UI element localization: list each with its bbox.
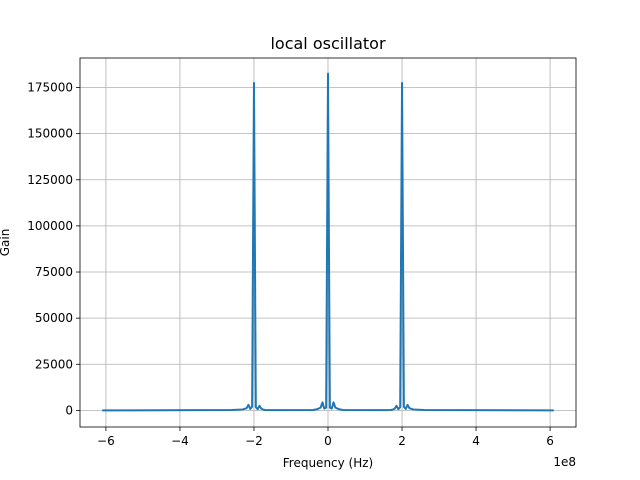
x-axis-offset-label: 1e8 — [553, 455, 576, 469]
x-tick-label: 0 — [324, 434, 332, 448]
y-tick-label: 25000 — [35, 357, 73, 371]
y-tick-label: 50000 — [35, 311, 73, 325]
x-tick-label: 6 — [546, 434, 554, 448]
x-tick-label: −6 — [97, 434, 115, 448]
y-tick-label: 75000 — [35, 265, 73, 279]
series-layer — [102, 72, 554, 412]
y-tick-label: 150000 — [27, 127, 73, 141]
y-axis-ticks: 0 25000 50000 75000 100000 125000 150000 175000 — [27, 81, 80, 417]
y-tick-label: 100000 — [27, 219, 73, 233]
x-tick-label: −4 — [171, 434, 189, 448]
series-line-0 — [102, 72, 554, 412]
y-axis-label: Gain — [0, 229, 12, 257]
y-tick-label: 125000 — [27, 173, 73, 187]
y-tick-label: 0 — [65, 403, 73, 417]
x-tick-label: 2 — [398, 434, 406, 448]
chart-title: local oscillator — [270, 34, 385, 53]
x-tick-label: 4 — [472, 434, 480, 448]
x-tick-label: −2 — [245, 434, 263, 448]
x-axis-label: Frequency (Hz) — [283, 456, 374, 470]
x-axis-ticks: −6 −4 −2 0 2 4 6 — [97, 427, 554, 448]
y-tick-label: 175000 — [27, 81, 73, 95]
